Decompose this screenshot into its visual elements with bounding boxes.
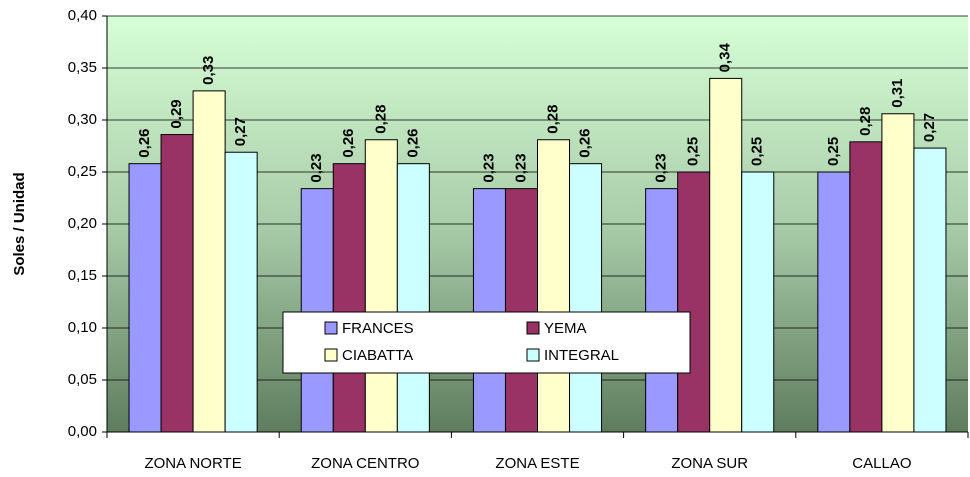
- legend-label: FRANCES: [342, 320, 414, 337]
- legend-label: YEMA: [544, 320, 587, 337]
- value-label: 0,31: [889, 79, 906, 108]
- y-tick-label: 0,10: [68, 319, 97, 336]
- y-tick-label: 0,35: [68, 59, 97, 76]
- legend-swatch: [324, 321, 338, 335]
- value-label: 0,23: [480, 153, 497, 182]
- y-tick-label: 0,15: [68, 267, 97, 284]
- value-label: 0,28: [372, 105, 389, 134]
- x-tick-label: ZONA NORTE: [144, 455, 241, 472]
- bar: [396, 163, 430, 433]
- y-tick-label: 0,00: [68, 423, 97, 440]
- legend-swatch: [324, 348, 338, 362]
- legend: [282, 311, 691, 374]
- y-axis-label: Soles / Unidad: [11, 172, 28, 275]
- value-label: 0,25: [825, 137, 842, 166]
- value-label: 0,23: [512, 153, 529, 182]
- bar: [645, 188, 679, 433]
- y-tick-label: 0,05: [68, 371, 97, 388]
- value-label: 0,33: [200, 56, 217, 85]
- bar: [472, 188, 506, 433]
- legend-swatch: [526, 321, 540, 335]
- legend-swatch: [526, 348, 540, 362]
- bar: [300, 188, 334, 433]
- value-label: 0,23: [308, 153, 325, 182]
- value-label: 0,28: [544, 105, 561, 134]
- value-label: 0,26: [577, 128, 594, 157]
- y-tick-label: 0,30: [68, 111, 97, 128]
- value-label: 0,26: [340, 128, 357, 157]
- legend-label: CIABATTA: [342, 347, 413, 364]
- bar: [192, 90, 226, 433]
- bar: [128, 163, 162, 433]
- value-label: 0,26: [136, 128, 153, 157]
- bar: [849, 141, 883, 433]
- bar: [224, 151, 258, 433]
- value-label: 0,27: [232, 117, 249, 146]
- bar: [709, 77, 743, 433]
- bar: [160, 134, 194, 433]
- value-label: 0,27: [921, 113, 938, 142]
- x-tick-label: ZONA ESTE: [495, 455, 579, 472]
- value-label: 0,28: [857, 107, 874, 136]
- y-tick-label: 0,25: [68, 163, 97, 180]
- bar: [569, 163, 603, 433]
- bar: [881, 113, 915, 433]
- value-label: 0,25: [749, 137, 766, 166]
- y-tick-label: 0,40: [68, 7, 97, 24]
- bar: [741, 171, 775, 433]
- bar: [677, 171, 711, 433]
- bar: [504, 188, 538, 433]
- bar: [332, 163, 366, 433]
- bar: [913, 147, 947, 433]
- y-tick-label: 0,20: [68, 215, 97, 232]
- bar: [364, 139, 398, 433]
- value-label: 0,29: [168, 99, 185, 128]
- x-tick-label: ZONA CENTRO: [311, 455, 419, 472]
- x-tick-label: CALLAO: [852, 455, 911, 472]
- bar: [537, 139, 571, 433]
- x-tick-label: ZONA SUR: [671, 455, 748, 472]
- value-label: 0,23: [653, 153, 670, 182]
- bar: [817, 171, 851, 433]
- value-label: 0,25: [685, 137, 702, 166]
- value-label: 0,34: [717, 43, 734, 73]
- legend-label: INTEGRAL: [544, 347, 619, 364]
- value-label: 0,26: [404, 128, 421, 157]
